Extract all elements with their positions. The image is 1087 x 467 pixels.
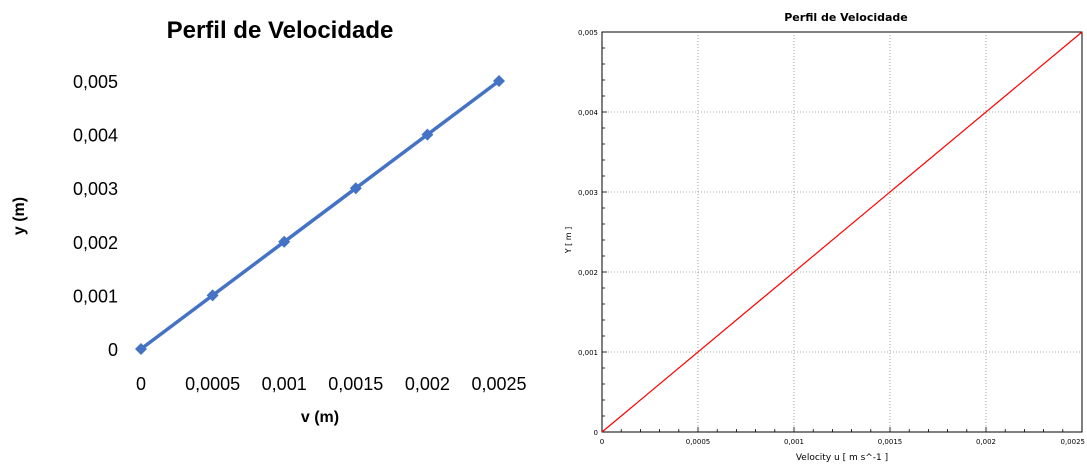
left-data-point [493,75,505,87]
left-series-line [139,79,501,351]
right-x-tick-label: 0,0015 [878,438,903,446]
left-data-point [421,128,434,141]
right-chart-svg: Perfil de Velocidade 0 0,001 0,002 0,003 0,0… [564,11,1086,463]
left-x-tick-label: 0,001 [262,374,307,394]
left-x-tick-label: 0,002 [405,374,450,394]
right-x-tick-label: 0,0025 [1061,438,1086,446]
left-y-tick-label: 0,005 [73,72,118,92]
left-chart-ylabel: y (m) [11,197,28,235]
left-x-tick-label: 0,0005 [185,374,240,394]
left-data-point [278,235,291,248]
right-y-tick-label: 0 [594,429,598,437]
left-x-tick-label: 0,0015 [328,374,383,394]
left-chart: Perfil de Velocidade y (m) v (m) 0 0,001 0… [11,17,527,426]
left-x-tick-label: 0 [136,374,146,394]
right-y-tick-label: 0,001 [578,349,598,357]
right-chart-xlabel: Velocity u [ m s^-1 ] [796,453,888,462]
right-chart: Perfil de Velocidade 0 0,001 0,002 0,003 0,0… [562,10,1087,463]
left-y-tick-label: 0,004 [73,126,118,146]
right-chart-ylabel: Y [ m ] [564,227,573,255]
left-chart-title: Perfil de Velocidade [167,17,394,44]
right-x-tick-label: 0,002 [976,438,996,446]
left-x-tick-label: 0,0025 [471,374,526,394]
left-data-point [206,289,219,302]
right-y-tick-label: 0,004 [578,109,599,117]
right-y-tick-label: 0,002 [578,269,598,277]
left-chart-xlabel: v (m) [301,409,339,426]
right-x-tick-label: 0,001 [784,438,804,446]
left-data-point [135,343,147,355]
left-data-point [349,182,362,195]
right-y-tick-label: 0,003 [578,189,598,197]
right-x-tick-label: 0 [600,438,604,446]
left-y-tick-label: 0 [108,340,118,360]
left-y-tick-label: 0,001 [73,286,118,306]
left-chart-svg: Perfil de Velocidade y (m) v (m) 0 0,001 0… [11,17,527,426]
left-y-tick-label: 0,002 [73,233,118,253]
right-y-tick-label: 0,005 [578,29,598,37]
right-series-line [601,31,1083,433]
right-chart-title: Perfil de Velocidade [784,11,908,24]
left-y-tick-label: 0,003 [73,179,118,199]
right-x-tick-label: 0,0005 [686,438,711,446]
